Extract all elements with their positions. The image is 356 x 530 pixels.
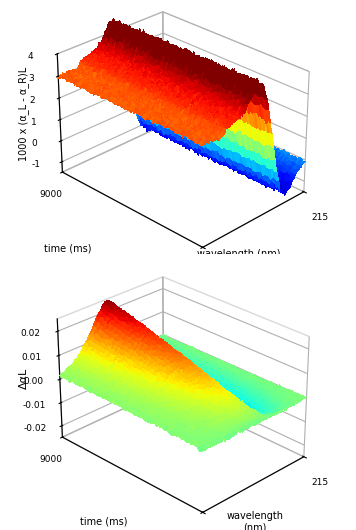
Text: time (ms): time (ms)	[44, 243, 91, 253]
Text: wavelength
(nm): wavelength (nm)	[227, 511, 284, 530]
Text: time (ms): time (ms)	[80, 517, 127, 527]
Text: 1000 x (α_L - α_R)L: 1000 x (α_L - α_R)L	[18, 66, 29, 161]
Text: wavelength (nm): wavelength (nm)	[197, 249, 281, 259]
Text: ΔαL: ΔαL	[19, 368, 29, 389]
